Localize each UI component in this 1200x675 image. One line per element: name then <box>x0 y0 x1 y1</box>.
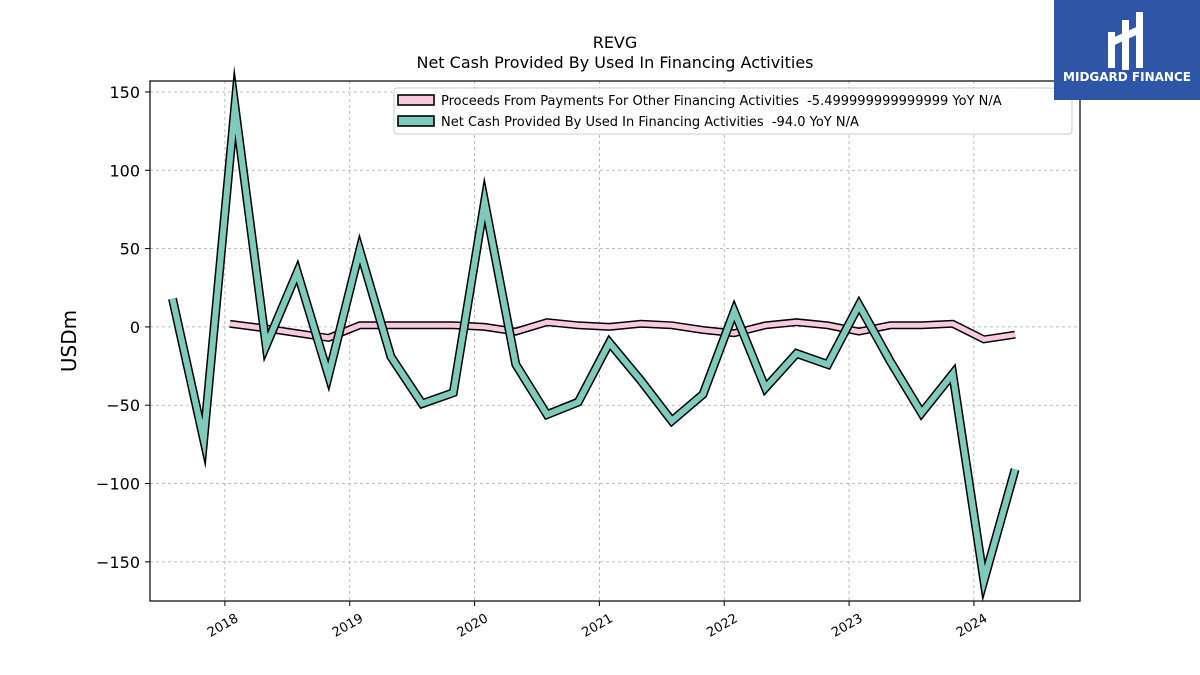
series-0-point <box>390 325 391 326</box>
series-1-point <box>515 364 516 365</box>
series-0-point <box>671 325 672 326</box>
series-0-point <box>547 322 548 323</box>
x-tick-label: 2018 <box>205 611 241 641</box>
series-0-point <box>484 326 485 327</box>
series-1-point <box>859 305 860 306</box>
series-1-point <box>172 298 173 299</box>
x-tick-label: 2019 <box>330 611 366 641</box>
series-1-point <box>390 356 391 357</box>
series-lines <box>168 65 1020 602</box>
x-tick-label: 2022 <box>704 611 740 641</box>
series-1-point <box>734 311 735 312</box>
series-0-point <box>983 339 984 340</box>
series-1-point <box>266 345 267 346</box>
y-tick-label: 50 <box>120 240 140 259</box>
series-1-point <box>796 353 797 354</box>
legend-swatch-net-cash <box>397 115 435 127</box>
series-1-point <box>484 201 485 202</box>
y-tick-label: 0 <box>130 318 140 337</box>
series-1-point <box>453 392 454 393</box>
y-tick-label: 100 <box>109 161 140 180</box>
x-tick-label: 2020 <box>455 611 491 641</box>
x-tick-label: 2021 <box>580 611 616 641</box>
series-0-point <box>229 323 230 324</box>
series-1-point <box>297 272 298 273</box>
series-0-point <box>765 325 766 326</box>
legend-swatch-proceeds <box>397 94 435 106</box>
series-0-point <box>921 325 922 326</box>
series-0-line <box>229 319 1016 342</box>
series-1-point <box>328 375 329 376</box>
series-0-point <box>952 323 953 324</box>
series-1-point <box>203 439 204 440</box>
series-1-point <box>765 388 766 389</box>
series-0-point <box>328 337 329 338</box>
series-1-point <box>921 413 922 414</box>
y-axis-ticks: 150 100 50 0 −50 −100 −150 <box>96 83 150 572</box>
series-1-point <box>890 361 891 362</box>
y-axis-label: USDm <box>57 310 81 372</box>
series-1-point <box>827 364 828 365</box>
series-0-point <box>359 325 360 326</box>
logo-text: MIDGARD FINANCE <box>1063 70 1191 84</box>
series-0-point <box>703 330 704 331</box>
logo-mark-icon <box>1108 12 1143 70</box>
series-0-point <box>515 331 516 332</box>
chart-subtitle: Net Cash Provided By Used In Financing A… <box>416 53 813 72</box>
legend-label-proceeds: Proceeds From Payments For Other Financi… <box>441 94 1002 109</box>
series-0-point <box>640 323 641 324</box>
series-0-point <box>609 326 610 327</box>
series-1-point <box>1015 469 1016 470</box>
series-0-point <box>859 331 860 332</box>
series-1-point <box>547 414 548 415</box>
series-0-point <box>796 322 797 323</box>
y-tick-label: −50 <box>106 396 140 415</box>
grid-lines <box>150 81 1080 601</box>
series-0-point <box>734 333 735 334</box>
series-0-point <box>453 325 454 326</box>
series-1-point <box>703 394 704 395</box>
legend-label-net-cash: Net Cash Provided By Used In Financing A… <box>441 115 859 130</box>
x-tick-label: 2024 <box>954 611 990 641</box>
series-0-point <box>578 325 579 326</box>
y-tick-label: −150 <box>96 553 140 572</box>
chart-title: REVG <box>593 33 638 52</box>
y-tick-label: 150 <box>109 83 140 102</box>
series-1-point <box>578 402 579 403</box>
series-1-point <box>422 403 423 404</box>
plot-frame <box>149 80 1081 602</box>
series-0-point <box>297 333 298 334</box>
series-1-outline <box>168 65 1020 602</box>
series-1-point <box>671 420 672 421</box>
series-1-point <box>359 250 360 251</box>
series-1-point <box>640 380 641 381</box>
series-0-point <box>422 325 423 326</box>
x-axis-ticks: 2018 2019 2020 2021 2022 2023 2024 <box>205 601 990 641</box>
series-1-point <box>952 373 953 374</box>
series-1-point <box>234 106 235 107</box>
series-1-point <box>983 580 984 581</box>
y-tick-label: −100 <box>96 475 140 494</box>
legend-box <box>393 87 1073 135</box>
series-1-point <box>609 342 610 343</box>
series-1-line <box>169 79 1018 595</box>
series-0-point <box>827 325 828 326</box>
series-0-point <box>890 325 891 326</box>
series-0-point <box>1015 334 1016 335</box>
brand-logo: MIDGARD FINANCE <box>1054 0 1200 100</box>
x-tick-label: 2023 <box>829 611 865 641</box>
legend: Proceeds From Payments For Other Financi… <box>393 87 1073 135</box>
